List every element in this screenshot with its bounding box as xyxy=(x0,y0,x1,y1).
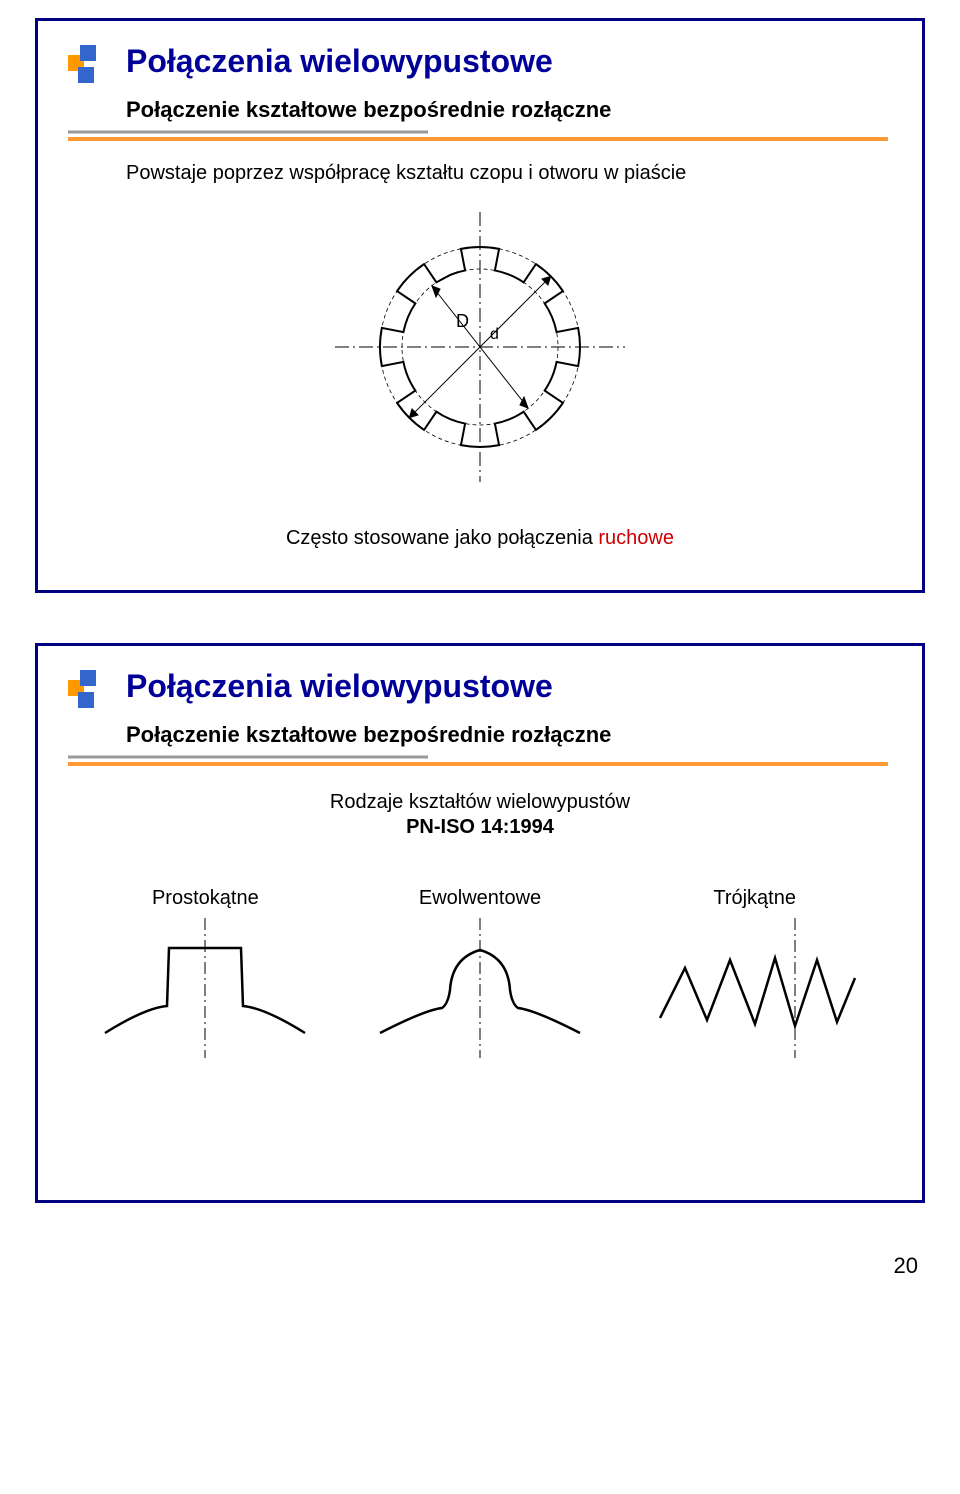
caption: Często stosowane jako połączenia ruchowe xyxy=(68,527,892,550)
slide-1: Połączenia wielowypustowe Połączenie ksz… xyxy=(35,18,925,593)
slide-2: Połączenia wielowypustowe Połączenie ksz… xyxy=(35,643,925,1203)
divider xyxy=(68,754,892,773)
spline-cross-section-diagram: D d xyxy=(330,207,630,487)
slide-subtitle: Połączenie kształtowe bezpośrednie rozłą… xyxy=(126,97,892,123)
type-label: Ewolwentowe xyxy=(343,887,618,910)
body-text: Powstaje poprzez współpracę kształtu czo… xyxy=(126,162,892,185)
slide-title: Połączenia wielowypustowe xyxy=(126,43,553,80)
slide-title: Połączenia wielowypustowe xyxy=(126,668,553,705)
slide-subtitle: Połączenie kształtowe bezpośrednie rozłą… xyxy=(126,722,892,748)
page-number: 20 xyxy=(0,1253,918,1279)
type-label: Prostokątne xyxy=(68,887,343,910)
divider xyxy=(68,129,892,148)
triangular-profile-icon xyxy=(645,918,865,1058)
rectangular-profile-icon xyxy=(95,918,315,1058)
bullet-icon xyxy=(68,670,112,714)
bullet-icon xyxy=(68,45,112,89)
type-label: Trójkątne xyxy=(617,887,892,910)
types-row: Prostokątne Ewolwentowe Trójkątne xyxy=(68,887,892,1063)
slide-header: Połączenia wielowypustowe xyxy=(68,668,892,714)
types-heading: Rodzaje kształtów wielowypustów xyxy=(68,791,892,814)
label-D: D xyxy=(456,311,469,331)
caption-accent: ruchowe xyxy=(598,527,674,549)
label-d: d xyxy=(490,326,499,343)
type-involute: Ewolwentowe xyxy=(343,887,618,1063)
caption-prefix: Często stosowane jako połączenia xyxy=(286,527,598,549)
type-rectangular: Prostokątne xyxy=(68,887,343,1063)
involute-profile-icon xyxy=(370,918,590,1058)
type-triangular: Trójkątne xyxy=(617,887,892,1063)
standard-ref: PN-ISO 14:1994 xyxy=(68,816,892,839)
slide-header: Połączenia wielowypustowe xyxy=(68,43,892,89)
